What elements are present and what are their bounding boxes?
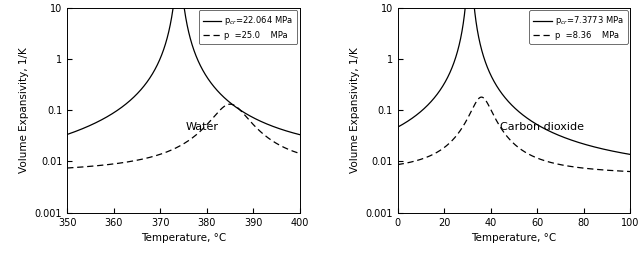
Legend: p$_{cr}$=7.3773 MPa, p  =8.36    MPa: p$_{cr}$=7.3773 MPa, p =8.36 MPa — [529, 10, 628, 44]
Text: Water: Water — [186, 122, 219, 132]
X-axis label: Temperature, °C: Temperature, °C — [141, 233, 226, 243]
Text: Carbon dioxide: Carbon dioxide — [500, 122, 584, 132]
X-axis label: Temperature, °C: Temperature, °C — [472, 233, 557, 243]
Y-axis label: Volume Expansivity, 1/K: Volume Expansivity, 1/K — [349, 48, 360, 173]
Legend: p$_{cr}$=22.064 MPa, p  =25.0    MPa: p$_{cr}$=22.064 MPa, p =25.0 MPa — [198, 10, 298, 44]
Y-axis label: Volume Expansivity, 1/K: Volume Expansivity, 1/K — [19, 48, 29, 173]
